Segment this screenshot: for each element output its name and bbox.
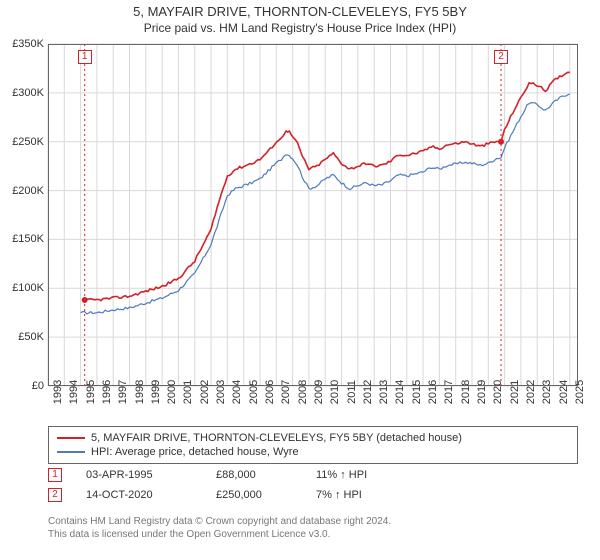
transaction-price: £250,000 (216, 489, 296, 501)
y-tick-label: £200K (4, 185, 44, 197)
x-tick-label: 2006 (264, 380, 276, 404)
x-tick-label: 2010 (329, 380, 341, 404)
x-tick-label: 1997 (117, 380, 129, 404)
chart-svg (48, 44, 578, 386)
legend-swatch (57, 437, 85, 439)
transaction-badge: 1 (48, 468, 62, 482)
y-tick-label: £150K (4, 233, 44, 245)
x-tick-label: 2002 (199, 380, 211, 404)
transaction-badge: 2 (48, 488, 62, 502)
x-tick-label: 2014 (394, 380, 406, 404)
attribution-line-1: Contains HM Land Registry data © Crown c… (48, 516, 391, 529)
chart-plot-area (48, 44, 578, 386)
x-tick-label: 2021 (509, 380, 521, 404)
chart-title-sub: Price paid vs. HM Land Registry's House … (0, 19, 600, 39)
x-tick-label: 1996 (101, 380, 113, 404)
x-tick-label: 2020 (492, 380, 504, 404)
marker-badge-1: 1 (78, 50, 92, 64)
chart-title-main: 5, MAYFAIR DRIVE, THORNTON-CLEVELEYS, FY… (0, 0, 600, 19)
legend-label: HPI: Average price, detached house, Wyre (91, 446, 299, 458)
x-tick-label: 2025 (574, 380, 586, 404)
x-tick-label: 2023 (541, 380, 553, 404)
attribution-text: Contains HM Land Registry data © Crown c… (48, 516, 391, 541)
legend-box: 5, MAYFAIR DRIVE, THORNTON-CLEVELEYS, FY… (48, 426, 578, 464)
x-tick-label: 1994 (68, 380, 80, 404)
y-tick-label: £0 (4, 380, 44, 392)
x-tick-label: 2024 (558, 380, 570, 404)
x-tick-label: 2015 (411, 380, 423, 404)
x-tick-label: 2007 (280, 380, 292, 404)
transaction-price: £88,000 (216, 469, 296, 481)
x-tick-label: 2004 (231, 380, 243, 404)
x-tick-label: 1998 (134, 380, 146, 404)
x-tick-label: 1995 (85, 380, 97, 404)
legend-item: 5, MAYFAIR DRIVE, THORNTON-CLEVELEYS, FY… (57, 431, 569, 445)
x-tick-label: 2008 (297, 380, 309, 404)
x-tick-label: 1993 (52, 380, 64, 404)
x-tick-label: 2022 (525, 380, 537, 404)
x-tick-label: 2001 (182, 380, 194, 404)
y-tick-label: £50K (4, 331, 44, 343)
x-tick-label: 2003 (215, 380, 227, 404)
x-tick-label: 2005 (248, 380, 260, 404)
legend-swatch (57, 451, 85, 453)
legend-item: HPI: Average price, detached house, Wyre (57, 445, 569, 459)
transaction-date: 03-APR-1995 (86, 469, 196, 481)
y-tick-label: £100K (4, 282, 44, 294)
x-tick-label: 2011 (346, 380, 358, 404)
transaction-pct: 7% ↑ HPI (316, 489, 362, 501)
x-tick-label: 2012 (362, 380, 374, 404)
x-tick-label: 2017 (443, 380, 455, 404)
x-tick-label: 2019 (476, 380, 488, 404)
x-tick-label: 2018 (460, 380, 472, 404)
y-tick-label: £350K (4, 38, 44, 50)
transaction-row-1: 1 03-APR-1995 £88,000 11% ↑ HPI (48, 468, 367, 482)
x-tick-label: 2016 (427, 380, 439, 404)
transaction-row-2: 2 14-OCT-2020 £250,000 7% ↑ HPI (48, 488, 362, 502)
y-tick-label: £250K (4, 136, 44, 148)
legend-label: 5, MAYFAIR DRIVE, THORNTON-CLEVELEYS, FY… (91, 432, 462, 444)
y-tick-label: £300K (4, 87, 44, 99)
x-tick-label: 2000 (166, 380, 178, 404)
x-tick-label: 1999 (150, 380, 162, 404)
transaction-pct: 11% ↑ HPI (316, 469, 367, 481)
attribution-line-2: This data is licensed under the Open Gov… (48, 529, 391, 542)
x-tick-label: 2009 (313, 380, 325, 404)
transaction-date: 14-OCT-2020 (86, 489, 196, 501)
marker-badge-2: 2 (494, 50, 508, 64)
x-tick-label: 2013 (378, 380, 390, 404)
